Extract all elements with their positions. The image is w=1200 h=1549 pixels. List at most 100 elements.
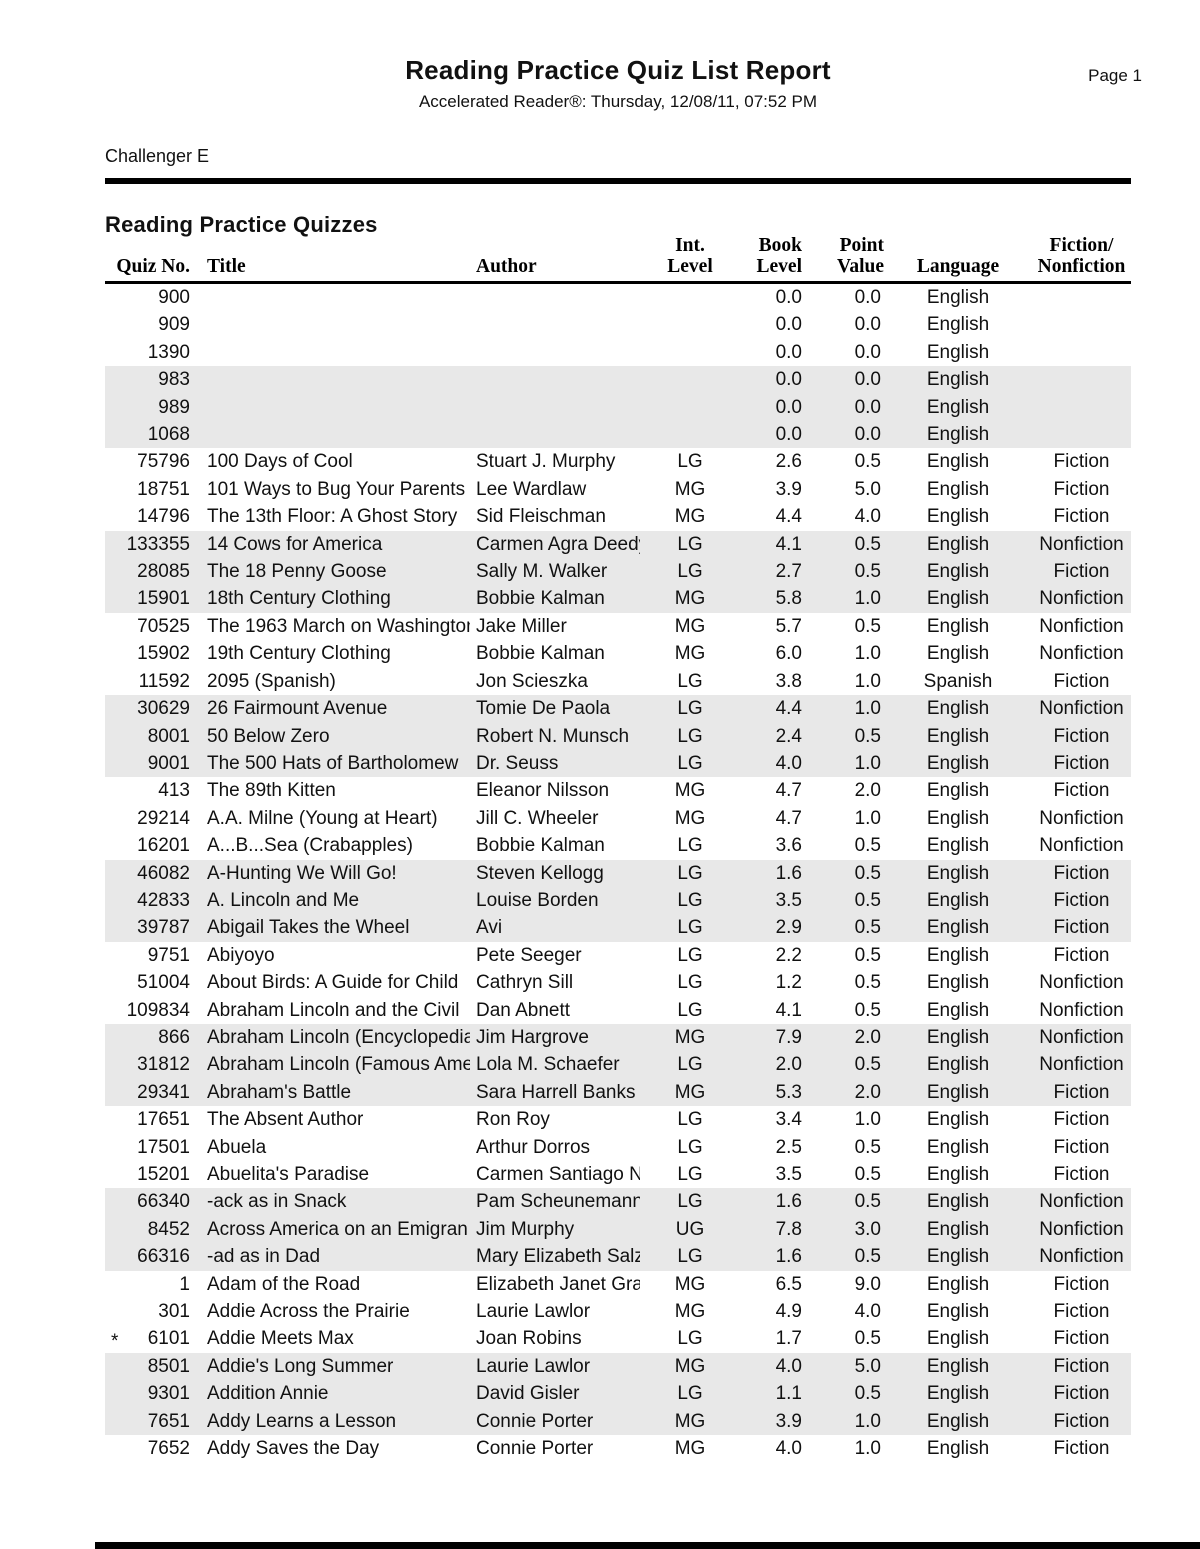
cell-int-level: LG	[640, 695, 740, 723]
cell-author	[470, 421, 640, 449]
cell-language: English	[884, 421, 1032, 449]
cell-language: English	[926, 1136, 990, 1158]
cell-point-value: 0.5	[854, 1136, 881, 1158]
table-row: 15902 19th Century Clothing Bobbie Kalman M…	[105, 640, 1131, 667]
cell-point-value: 4.0	[854, 506, 881, 528]
cell-author: Ron Roy	[476, 1109, 550, 1131]
cell-quiz-no: 51004	[137, 972, 190, 994]
cell-language: English	[926, 1109, 990, 1131]
cell-book-level: 7.8	[740, 1215, 802, 1244]
column-header-author: Author	[470, 235, 640, 284]
cell-book-level: 2.4	[740, 722, 802, 750]
cell-title	[190, 283, 470, 312]
cell-language: English	[926, 615, 990, 637]
cell-author	[470, 283, 640, 312]
cell-language: English	[884, 1243, 1032, 1271]
column-header-int-level: Int. Level	[640, 235, 740, 284]
cell-quiz-no: 29341	[105, 1078, 190, 1107]
cell-book-level: 1.2	[775, 972, 802, 994]
cell-point-value: 3.0	[802, 1215, 884, 1244]
column-header-point-value: Point Value	[802, 235, 884, 284]
cell-quiz-no: 133355	[105, 530, 190, 559]
cell-fiction-nonfiction: Nonfiction	[1032, 1188, 1131, 1216]
cell-title	[190, 366, 470, 394]
cell-fiction-nonfiction	[1032, 421, 1131, 449]
column-header-quiz-no: Quiz No.	[105, 235, 190, 284]
cell-book-level: 6.0	[775, 643, 802, 665]
cell-author: Steven Kellogg	[470, 859, 640, 887]
cell-language: English	[884, 1188, 1032, 1216]
table-row: 75796 100 Days of Cool Stuart J. Murphy LG 2…	[105, 448, 1131, 475]
cell-int-level: MG	[674, 1301, 706, 1323]
cell-quiz-no: 18751	[137, 478, 190, 500]
cell-int-level: LG	[677, 670, 703, 692]
cell-fiction-nonfiction: Nonfiction	[1032, 1243, 1131, 1271]
cell-quiz-no: 9751	[147, 944, 190, 966]
cell-language: English	[926, 972, 990, 994]
cell-point-value: 0.5	[854, 999, 881, 1021]
cell-book-level: 3.8	[775, 670, 802, 692]
cell-title: The 1963 March on Washington	[207, 615, 470, 637]
cell-int-level: LG	[640, 749, 740, 778]
cell-int-level: MG	[674, 807, 706, 829]
cell-quiz-no: 866	[105, 1023, 190, 1052]
cell-quiz-no: 6101 *	[105, 1325, 190, 1352]
cell-author: Connie Porter	[476, 1438, 594, 1460]
cell-quiz-no: 16201	[137, 835, 190, 857]
cell-point-value: 0.5	[802, 859, 884, 887]
header-row: Quiz No. Title Author Int. Level Book Leve…	[105, 235, 1131, 284]
cell-title: Addie Across the Prairie	[207, 1301, 410, 1323]
cell-book-level: 0.0	[740, 366, 802, 394]
cell-language: English	[884, 530, 1032, 559]
cell-title: 26 Fairmount Avenue	[190, 695, 470, 723]
cell-int-level: LG	[677, 1164, 703, 1185]
table-row: 9001 The 500 Hats of Bartholomew Dr. Seuss…	[105, 749, 1131, 778]
cell-author: Carmen Santiago No	[476, 1164, 640, 1185]
cell-fiction-nonfiction	[1032, 311, 1131, 338]
table-row: 983 0.0 0.0 English	[105, 366, 1131, 394]
cell-author: Jill C. Wheeler	[476, 807, 599, 829]
cell-language: English	[884, 366, 1032, 394]
table-row: 11592 2095 (Spanish) Jon Scieszka LG 3.8 1.0 S…	[105, 668, 1131, 695]
cell-fiction-nonfiction: Fiction	[1032, 1407, 1131, 1436]
cell-quiz-no: 42833	[105, 886, 190, 915]
cell-title: -ad as in Dad	[190, 1243, 470, 1271]
cell-fiction-nonfiction: Nonfiction	[1032, 585, 1131, 613]
cell-fiction-nonfiction: Fiction	[1053, 1164, 1110, 1185]
cell-fiction-nonfiction: Nonfiction	[1039, 835, 1124, 857]
cell-point-value: 0.0	[854, 287, 881, 308]
cell-fiction-nonfiction: Fiction	[1053, 944, 1110, 966]
cell-quiz-no: 70525	[137, 615, 190, 637]
cell-quiz-no: 46082	[105, 859, 190, 887]
cell-fiction-nonfiction: Fiction	[1053, 1328, 1110, 1350]
cell-language: English	[884, 1352, 1032, 1381]
cell-point-value: 0.5	[802, 1188, 884, 1216]
cell-author: Pam Scheunemann	[470, 1188, 640, 1216]
table-row: 17501 Abuela Arthur Dorros LG 2.5 0.5 English F…	[105, 1134, 1131, 1161]
cell-language: English	[884, 1407, 1032, 1436]
table-row: 909 0.0 0.0 English	[105, 311, 1131, 338]
cell-language: English	[884, 749, 1032, 778]
cell-title: The 89th Kitten	[207, 780, 336, 802]
cell-fiction-nonfiction: Fiction	[1053, 1273, 1110, 1295]
cell-title: Abraham Lincoln (Encyclopedia	[190, 1023, 470, 1052]
cell-author: Joan Robins	[476, 1328, 582, 1350]
cell-author: David Gisler	[470, 1380, 640, 1408]
cell-author: Sally M. Walker	[470, 558, 640, 586]
cell-fiction-nonfiction: Fiction	[1053, 451, 1110, 473]
cell-author: Lee Wardlaw	[476, 478, 587, 500]
cell-quiz-no: 8501	[105, 1352, 190, 1381]
cell-title: A.A. Milne (Young at Heart)	[207, 807, 438, 829]
cell-title: A-Hunting We Will Go!	[190, 859, 470, 887]
cell-title: Addition Annie	[190, 1380, 470, 1408]
cell-fiction-nonfiction: Nonfiction	[1032, 530, 1131, 559]
cell-int-level: LG	[640, 914, 740, 942]
cell-title	[190, 393, 470, 422]
report-title: Reading Practice Quiz List Report	[405, 55, 831, 85]
cell-int-level	[640, 393, 740, 422]
cell-quiz-no: 15901	[105, 585, 190, 613]
cell-title	[190, 421, 470, 449]
cell-author: Sara Harrell Banks	[470, 1078, 640, 1107]
cell-point-value: 1.0	[854, 1438, 881, 1460]
cell-int-level: LG	[640, 1380, 740, 1408]
